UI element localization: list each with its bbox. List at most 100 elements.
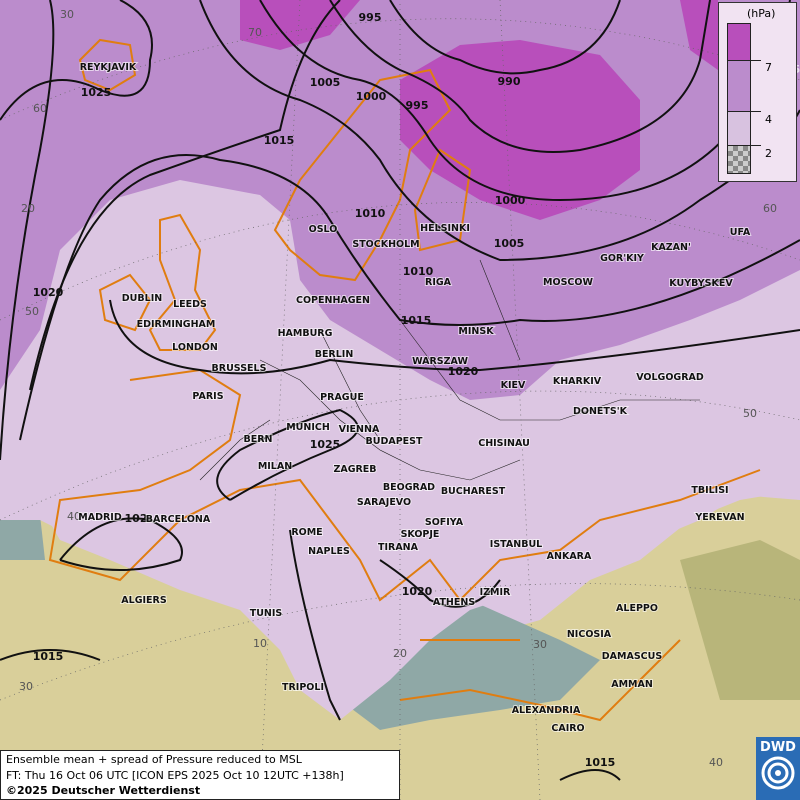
- isobars: [0, 0, 800, 781]
- legend-tick: [751, 111, 761, 112]
- city-label: ALGIERS: [121, 595, 167, 606]
- city-label: KIEV: [501, 380, 526, 391]
- city-label: SKOPJE: [401, 529, 440, 540]
- city-label: STOCKHOLM: [352, 239, 419, 250]
- dwd-logo: DWD: [756, 737, 800, 800]
- city-label: BERN: [244, 434, 273, 445]
- city-label: ROME: [291, 527, 322, 538]
- isobar-label: 1020: [33, 286, 64, 299]
- isobar-label: 1025: [81, 86, 112, 99]
- city-label: LEEDS: [173, 299, 207, 310]
- legend: (hPa) 7 4 2: [718, 2, 797, 182]
- city-label: HELSINKI: [420, 223, 470, 234]
- city-label: BERLIN: [315, 349, 354, 360]
- graticule-label: 50: [25, 305, 39, 318]
- city-label: WARSZAW: [412, 356, 468, 367]
- graticule-label: 20: [393, 647, 407, 660]
- isobar-label: 1010: [355, 207, 386, 220]
- isobar-label: 1010: [403, 265, 434, 278]
- city-label: RIGA: [425, 277, 452, 288]
- isobar-label: 995: [406, 99, 429, 112]
- city-label: REYKJAVIK: [80, 62, 137, 73]
- city-labels: REYKJAVIK DUBLIN LEEDS EDIRMINGHAM LONDON OSL…: [77, 61, 752, 735]
- isobar-label: 1015: [401, 314, 432, 327]
- city-label: BARCELONA: [146, 514, 211, 525]
- city-label: KUYBYSKEV: [669, 278, 733, 289]
- spread-high-region-east: [680, 0, 718, 70]
- terrain-highland: [680, 540, 800, 700]
- city-label: VIENNA: [339, 424, 380, 435]
- city-label: MADRID: [78, 512, 122, 523]
- legend-label: 7: [765, 61, 772, 74]
- graticule-label: 30: [533, 638, 547, 651]
- isobar-label: 1005: [494, 237, 525, 250]
- city-label: MOSCOW: [543, 277, 593, 288]
- legend-unit: (hPa): [747, 7, 776, 20]
- coastlines: [48, 38, 761, 722]
- city-label: TRIPOLI: [282, 682, 324, 693]
- city-label: UFA: [730, 227, 751, 238]
- dwd-swirl-icon: [761, 756, 795, 790]
- graticule-label: 10: [253, 637, 267, 650]
- graticule-label: 60: [33, 102, 47, 115]
- isobar-label: 102: [125, 512, 148, 525]
- city-label: NAPLES: [308, 546, 350, 557]
- city-label: GOR'KIY: [600, 253, 644, 264]
- legend-tick: [751, 60, 761, 61]
- isobar-label: 1020: [402, 585, 433, 598]
- city-label: MILAN: [258, 461, 292, 472]
- city-label: TIRANA: [378, 542, 419, 553]
- legend-swatch-low: [727, 111, 751, 146]
- city-label: ANKARA: [547, 551, 592, 562]
- isobar-label: 1005: [310, 76, 341, 89]
- city-label: PARIS: [192, 391, 223, 402]
- city-label: KHARKIV: [553, 376, 602, 387]
- isobar-label: 995: [359, 11, 382, 24]
- city-label: COPENHAGEN: [296, 295, 370, 306]
- city-label: HAMBURG: [278, 328, 333, 339]
- legend-label: 2: [765, 147, 772, 160]
- caption-title: Ensemble mean + spread of Pressure reduc…: [6, 753, 302, 766]
- city-label: LONDON: [172, 342, 218, 353]
- city-label: ZAGREB: [333, 464, 376, 475]
- dwd-logo-text: DWD: [760, 740, 796, 755]
- caption-copyright: ©2025 Deutscher Wetterdienst: [6, 784, 201, 797]
- isobar-label: 1015: [33, 650, 64, 663]
- country-borders: [199, 259, 700, 481]
- city-label: CHISINAU: [478, 438, 530, 449]
- graticule-label: 70: [248, 26, 262, 39]
- graticule-label: 40: [709, 756, 723, 769]
- city-label: OSLO: [309, 224, 338, 235]
- city-label: ISTANBUL: [490, 539, 542, 550]
- graticule-label: 40: [67, 510, 81, 523]
- city-label: MUNICH: [286, 422, 330, 433]
- spread-high-region-russia: [400, 40, 640, 220]
- city-label: NICOSIA: [567, 629, 612, 640]
- legend-swatch-high: [727, 23, 751, 61]
- city-label: AMMAN: [611, 679, 653, 690]
- city-label: ALEPPO: [616, 603, 658, 614]
- city-label: BEOGRAD: [383, 482, 435, 493]
- city-label: DONETS'K: [573, 406, 628, 417]
- graticule-label: 60: [763, 202, 777, 215]
- city-label: CAIRO: [551, 723, 584, 734]
- city-label: VOLGOGRAD: [636, 372, 704, 383]
- city-label: MINSK: [458, 326, 494, 337]
- isobar-label: 990: [498, 75, 521, 88]
- city-label: KAZAN': [651, 242, 691, 253]
- city-label: TBILISI: [691, 485, 728, 496]
- graticule-label: 30: [19, 680, 33, 693]
- map-caption: Ensemble mean + spread of Pressure reduc…: [0, 750, 400, 800]
- city-label: BUCHAREST: [441, 486, 506, 497]
- isobar-label: 1015: [585, 756, 616, 769]
- legend-swatch-mid: [727, 60, 751, 112]
- city-label: IZMIR: [480, 587, 511, 598]
- graticule-labels: 30 70 60 20 50 40 30 10 20 30 40 60 50: [19, 8, 777, 769]
- city-label: DUBLIN: [122, 293, 162, 304]
- city-label: BUDAPEST: [366, 436, 423, 447]
- city-label: TUNIS: [250, 608, 283, 619]
- isobar-label: 1015: [264, 134, 295, 147]
- city-label: SOFIYA: [425, 517, 464, 528]
